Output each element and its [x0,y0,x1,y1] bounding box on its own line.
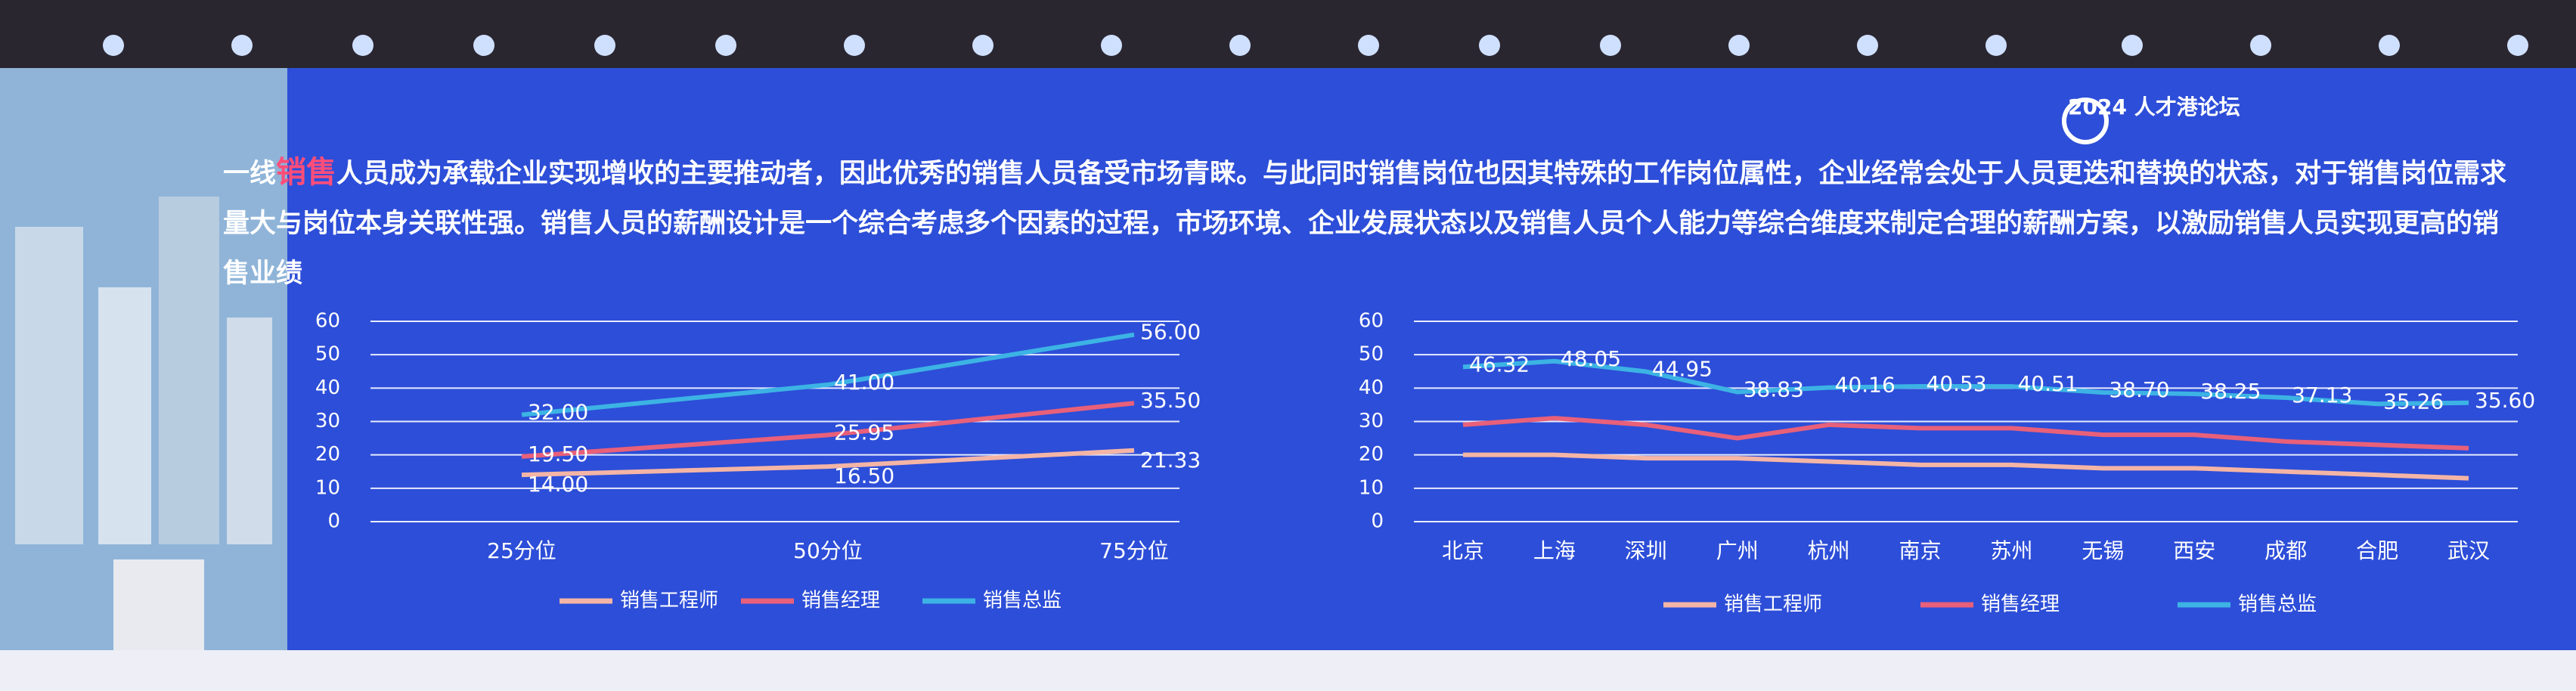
x-tick-label: 无锡 [2082,538,2124,563]
series-line [521,448,1135,478]
value-label: 19.50 [528,442,588,466]
value-label: 37.13 [2292,383,2352,407]
x-tick-label: 75分位 [1099,538,1169,563]
value-label: 38.83 [1744,377,1804,402]
y-tick-label: 10 [1359,476,1384,499]
series-line [1463,452,2469,481]
paragraph: 一线销售人员成为承载企业实现增收的主要推动者，因此优秀的销售人员备受市场青睐。与… [223,147,2522,299]
logo-title: 人才港论坛 [2134,95,2240,119]
x-tick-label: 杭州 [1808,538,1850,563]
y-tick-label: 0 [1371,510,1384,533]
legend-label: 销售经理 [801,590,880,612]
value-label: 41.00 [834,370,894,395]
para-prefix: 一线 [223,159,277,189]
x-tick-label: 25分位 [487,538,556,563]
para-highlight: 销售 [276,155,337,190]
x-tick-label: 苏州 [1990,538,2032,563]
value-label: 56.00 [1140,320,1201,345]
y-tick-label: 40 [315,376,340,399]
x-tick-label: 深圳 [1625,538,1667,563]
series-line [1462,358,2469,407]
value-label: 35.26 [2383,389,2444,414]
value-label: 40.51 [2017,371,2078,396]
value-label: 35.60 [2475,388,2535,413]
value-label: 40.16 [1835,373,1896,398]
series-line [521,401,1135,459]
value-label: 32.00 [528,400,588,425]
legend-label: 销售工程师 [1724,593,1822,616]
y-tick-label: 60 [1359,310,1384,333]
y-tick-label: 20 [1359,443,1384,466]
y-tick-label: 20 [315,443,340,466]
series-line [521,332,1135,417]
y-tick-label: 50 [315,343,340,366]
para-rest: 人员成为承载企业实现增收的主要推动者，因此优秀的销售人员备受市场青睐。与此同时销… [223,159,2507,289]
logo-year: 2024 [2068,95,2127,119]
value-label: 44.95 [1652,356,1713,381]
x-tick-label: 合肥 [2356,538,2398,563]
value-label: 35.50 [1140,388,1201,413]
value-label: 38.25 [2200,379,2261,404]
value-label: 48.05 [1561,346,1621,371]
x-tick-label: 西安 [2173,538,2215,563]
x-tick-label: 北京 [1442,538,1484,563]
x-tick-label: 武汉 [2447,538,2490,563]
value-label: 46.32 [1469,352,1530,376]
value-label: 40.53 [1927,371,1987,396]
legend-label: 销售工程师 [620,590,718,612]
y-tick-label: 30 [315,410,340,432]
y-tick-label: 10 [315,476,340,499]
x-tick-label: 上海 [1533,538,1576,563]
y-tick-label: 50 [1359,343,1384,366]
y-tick-label: 60 [315,310,340,333]
value-label: 38.70 [2109,377,2169,402]
series-line [1462,416,2469,451]
value-label: 21.33 [1140,448,1201,473]
x-tick-label: 南京 [1899,538,1942,563]
logo: 2024 人才港论坛 [2068,91,2240,121]
legend-label: 销售总监 [983,590,1062,612]
x-tick-label: 广州 [1716,538,1759,563]
legend-label: 销售经理 [1981,593,2060,616]
x-tick-label: 50分位 [793,538,863,563]
y-tick-label: 30 [1359,410,1384,432]
legend-label: 销售总监 [2238,593,2317,616]
y-tick-label: 40 [1359,376,1384,399]
y-tick-label: 0 [327,510,340,533]
value-label: 25.95 [834,420,894,445]
value-label: 14.00 [528,472,588,497]
x-tick-label: 成都 [2264,538,2307,563]
value-label: 16.50 [834,463,894,488]
